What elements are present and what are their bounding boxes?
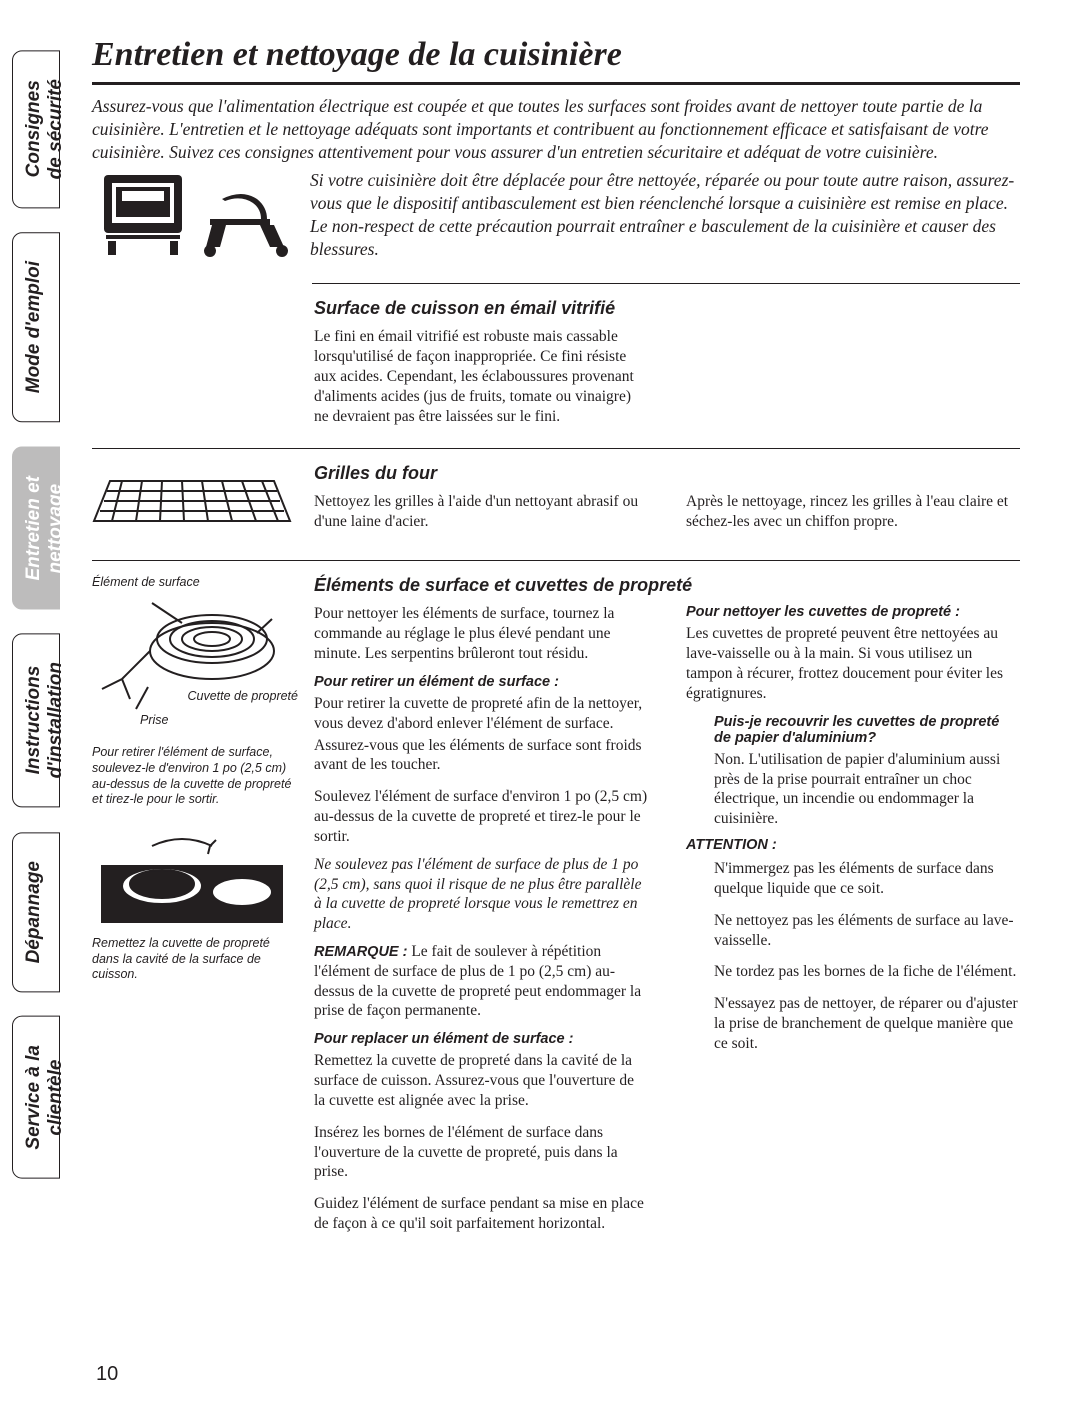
- tab-mode-emploi[interactable]: Mode d'emploi: [12, 232, 60, 422]
- title-rule: [92, 82, 1020, 85]
- att-2: Ne nettoyez pas les éléments de surface …: [714, 911, 1020, 951]
- elem-p7: Insérez les bornes de l'élément de surfa…: [314, 1123, 648, 1182]
- section-rule-3: [92, 560, 1020, 561]
- section-enamel-title: Surface de cuisson en émail vitrifié: [314, 298, 1020, 319]
- elem-p3: Assurez-vous que les éléments de surface…: [314, 736, 648, 776]
- tab-consignes[interactable]: Consignesde sécurité: [12, 50, 60, 208]
- racks-left: Nettoyez les grilles à l'aide d'un netto…: [314, 492, 648, 532]
- fig1-label-bottom: Prise: [140, 713, 168, 727]
- elem-p2: Pour retirer la cuvette de propreté afin…: [314, 694, 648, 734]
- elem-h2: Pour replacer un élément de surface :: [314, 1031, 648, 1047]
- fig2-caption: Remettez la cuvette de propreté dans la …: [92, 936, 292, 983]
- enamel-body: Le fini en émail vitrifié est robuste ma…: [314, 327, 634, 426]
- fig1-label-top: Élément de surface: [92, 575, 200, 589]
- element-figure-1: Élément de surface: [92, 575, 292, 745]
- oven-rack-figure: [92, 463, 292, 538]
- tab-service-clientele[interactable]: Service à laclientèle: [12, 1016, 60, 1179]
- elem2-h1: Pour nettoyer les cuvettes de propreté :: [686, 604, 1020, 620]
- elem-p5: Ne soulevez pas l'élément de surface de …: [314, 855, 648, 934]
- elem2-h2: Puis-je recouvrir les cuvettes de propre…: [714, 714, 1020, 746]
- att-4: N'essayez pas de nettoyer, de réparer ou…: [714, 994, 1020, 1053]
- elem-remark: REMARQUE : Le fait de soulever à répétit…: [314, 942, 648, 1021]
- att-3: Ne tordez pas les bornes de la fiche de …: [714, 962, 1020, 982]
- page-title: Entretien et nettoyage de la cuisinière: [92, 36, 1020, 74]
- side-tab-strip: Consignesde sécurité Mode d'emploi Entre…: [0, 0, 72, 1422]
- tab-depannage[interactable]: Dépannage: [12, 832, 60, 992]
- elem-p4: Soulevez l'élément de surface d'environ …: [314, 787, 648, 846]
- remark-label: REMARQUE :: [314, 944, 407, 960]
- intro-paragraph: Assurez-vous que l'alimentation électriq…: [92, 95, 1020, 163]
- tab-entretien[interactable]: Entretien etnettoyage: [12, 447, 60, 610]
- element-figure-2: [92, 826, 292, 936]
- page-content: Entretien et nettoyage de la cuisinière …: [72, 0, 1080, 1422]
- elem-p1: Pour nettoyer les éléments de surface, t…: [314, 604, 648, 663]
- att-1: N'immergez pas les éléments de surface d…: [714, 859, 1020, 899]
- section-elements-title: Éléments de surface et cuvettes de propr…: [314, 575, 1020, 596]
- elem-p8: Guidez l'élément de surface pendant sa m…: [314, 1194, 648, 1234]
- anti-tip-icon: [92, 169, 292, 261]
- racks-right: Après le nettoyage, rincez les grilles à…: [686, 492, 1020, 532]
- fig1-label-right: Cuvette de propreté: [178, 689, 298, 703]
- page-number: 10: [96, 1363, 118, 1386]
- tab-instructions-installation[interactable]: Instructionsd'installation: [12, 633, 60, 807]
- elements-col-left: Pour nettoyer les éléments de surface, t…: [314, 604, 648, 1234]
- section-racks-title: Grilles du four: [314, 463, 1020, 484]
- elem-p6: Remettez la cuvette de propreté dans la …: [314, 1051, 648, 1110]
- elem2-p2: Non. L'utilisation de papier d'aluminium…: [714, 750, 1020, 829]
- anti-tip-warning: Si votre cuisinière doit être déplacée p…: [310, 169, 1020, 260]
- section-rule-1: [312, 283, 1020, 284]
- elements-col-right: Pour nettoyer les cuvettes de propreté :…: [686, 604, 1020, 1234]
- attention-label: ATTENTION :: [686, 837, 1020, 853]
- elem-h1: Pour retirer un élément de surface :: [314, 674, 648, 690]
- fig1-caption: Pour retirer l'élément de surface, soule…: [92, 745, 292, 808]
- elem2-p1: Les cuvettes de propreté peuvent être ne…: [686, 624, 1020, 703]
- section-rule-2: [92, 448, 1020, 449]
